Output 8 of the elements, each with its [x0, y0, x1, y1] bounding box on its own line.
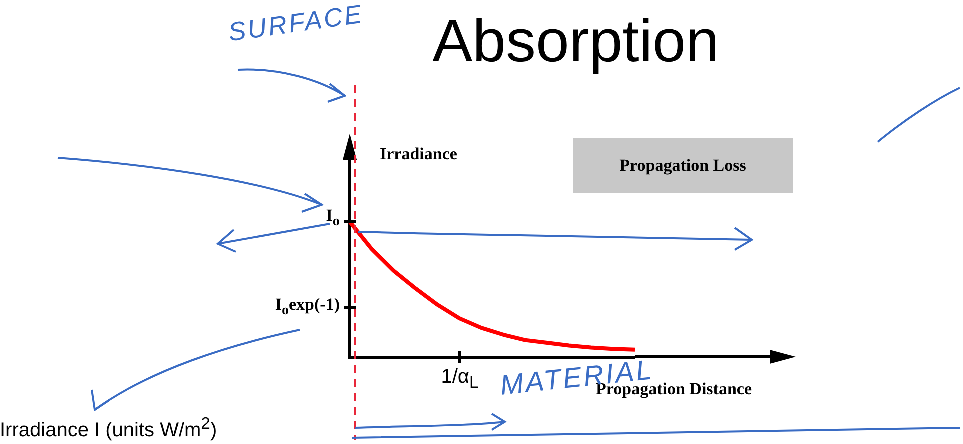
text: I$_{o}$ [325, 206, 340, 230]
text: Irradiance I (units W/m$^{2}$) [0, 413, 218, 443]
text: I$_{o}$exp(-1) [274, 295, 340, 320]
chart-title: Absorption [432, 8, 720, 75]
text: Propagation Loss [573, 138, 793, 193]
text: 1/α$_{L}$ [440, 366, 480, 393]
y-axis-title: Irradiance [380, 144, 458, 164]
text: SURFACE [226, 0, 366, 48]
